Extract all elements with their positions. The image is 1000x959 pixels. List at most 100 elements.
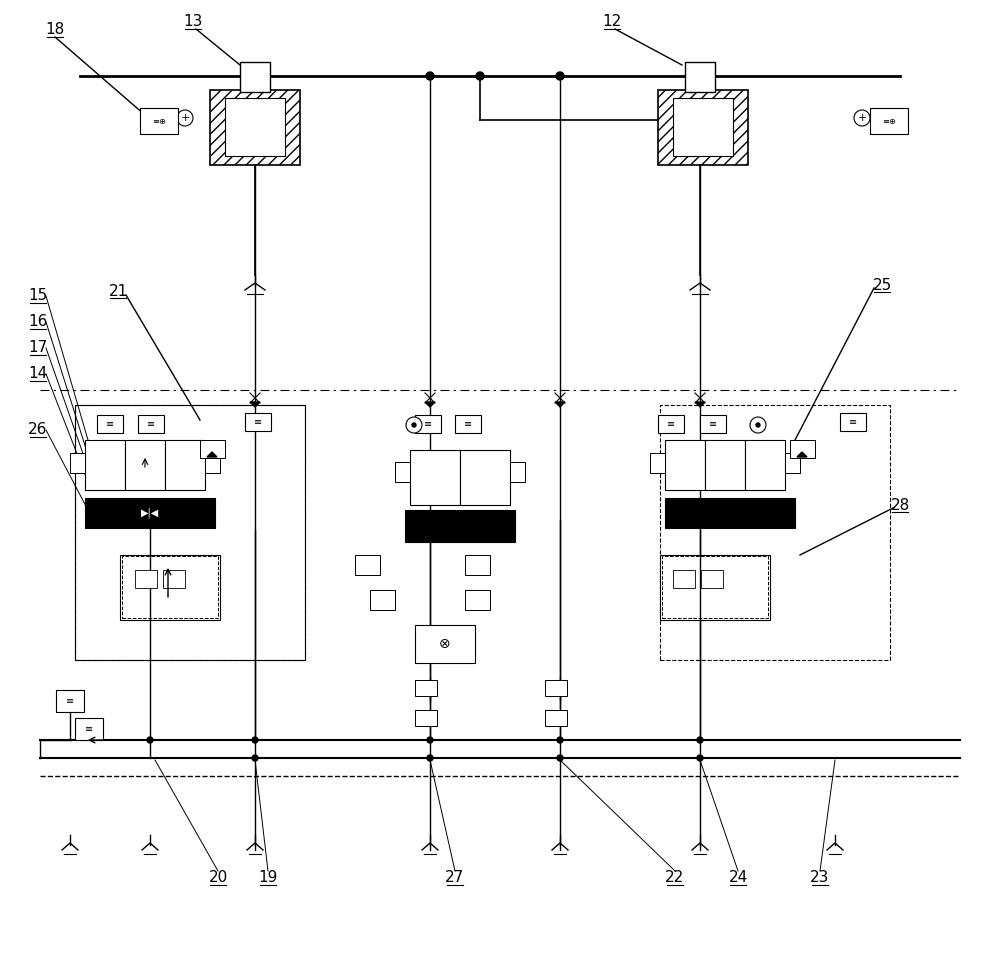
Bar — [660, 555, 770, 620]
Bar — [370, 590, 395, 610]
Circle shape — [854, 110, 870, 126]
Bar — [790, 440, 815, 458]
Bar — [163, 570, 185, 588]
Bar — [225, 98, 285, 156]
Text: 23: 23 — [810, 871, 830, 885]
Bar — [85, 440, 125, 490]
Bar — [140, 108, 178, 134]
Circle shape — [697, 755, 703, 761]
Circle shape — [557, 737, 563, 743]
Bar — [650, 453, 665, 473]
Text: ≡: ≡ — [254, 417, 262, 427]
Bar — [85, 498, 215, 528]
Bar — [405, 510, 515, 542]
Circle shape — [476, 72, 484, 80]
Text: ≡⊕: ≡⊕ — [152, 118, 166, 127]
Circle shape — [147, 737, 153, 743]
Text: ≡: ≡ — [667, 419, 675, 429]
Text: 17: 17 — [28, 340, 48, 356]
Bar — [785, 453, 800, 473]
Circle shape — [252, 755, 258, 761]
Bar — [205, 453, 220, 473]
Bar — [415, 625, 475, 663]
Bar — [700, 415, 726, 433]
Text: 16: 16 — [28, 315, 48, 330]
Bar — [395, 462, 410, 482]
Bar — [70, 453, 85, 473]
Polygon shape — [250, 402, 260, 407]
Text: 25: 25 — [872, 277, 892, 292]
Bar — [122, 556, 218, 618]
Text: ≡: ≡ — [709, 419, 717, 429]
Bar — [138, 415, 164, 433]
Bar — [658, 415, 684, 433]
Text: ≡: ≡ — [849, 417, 857, 427]
Text: 28: 28 — [890, 498, 910, 512]
Bar — [410, 450, 460, 505]
Bar — [465, 555, 490, 575]
Circle shape — [556, 72, 564, 80]
Bar — [705, 440, 745, 490]
Bar — [135, 570, 157, 588]
Circle shape — [557, 755, 563, 761]
Bar — [870, 108, 908, 134]
Bar — [355, 555, 380, 575]
Bar — [685, 62, 715, 92]
Text: +: + — [857, 113, 867, 123]
Bar — [240, 62, 270, 92]
Text: 27: 27 — [445, 871, 465, 885]
Bar — [510, 462, 525, 482]
Text: ≡: ≡ — [424, 419, 432, 429]
Bar — [545, 680, 567, 696]
Bar — [665, 498, 795, 528]
Text: 20: 20 — [208, 871, 228, 885]
Bar — [415, 710, 437, 726]
Bar — [665, 440, 705, 490]
Text: 26: 26 — [28, 423, 48, 437]
Bar — [465, 590, 490, 610]
Bar — [745, 440, 785, 490]
Text: ≡: ≡ — [106, 419, 114, 429]
Bar — [75, 718, 103, 740]
Polygon shape — [207, 452, 217, 457]
Text: ≡: ≡ — [464, 419, 472, 429]
Text: 12: 12 — [602, 14, 622, 30]
Bar — [97, 415, 123, 433]
Bar — [415, 680, 437, 696]
Circle shape — [252, 737, 258, 743]
Bar — [658, 90, 748, 165]
Circle shape — [177, 110, 193, 126]
Bar — [75, 405, 305, 660]
Bar — [200, 440, 225, 458]
Polygon shape — [797, 452, 807, 457]
Text: ⊗: ⊗ — [439, 637, 451, 651]
Bar — [120, 555, 220, 620]
Bar — [75, 405, 305, 660]
Circle shape — [697, 737, 703, 743]
Bar — [840, 413, 866, 431]
Bar — [415, 415, 441, 433]
Polygon shape — [695, 402, 705, 407]
Circle shape — [427, 737, 433, 743]
Text: 22: 22 — [665, 871, 685, 885]
Bar — [701, 570, 723, 588]
Text: 14: 14 — [28, 366, 48, 382]
Bar — [125, 440, 165, 490]
Polygon shape — [555, 402, 565, 407]
Text: ≡⊕: ≡⊕ — [882, 118, 896, 127]
Circle shape — [427, 755, 433, 761]
Bar — [165, 440, 205, 490]
Bar — [455, 415, 481, 433]
Bar — [245, 413, 271, 431]
Circle shape — [406, 417, 422, 433]
Text: 15: 15 — [28, 289, 48, 303]
Text: ≡: ≡ — [66, 696, 74, 706]
Text: ≡: ≡ — [85, 724, 93, 734]
Bar — [56, 690, 84, 712]
Text: 18: 18 — [45, 22, 65, 37]
Text: 19: 19 — [258, 871, 278, 885]
Bar — [460, 450, 510, 505]
Bar — [210, 90, 300, 165]
Circle shape — [750, 417, 766, 433]
Bar — [545, 710, 567, 726]
